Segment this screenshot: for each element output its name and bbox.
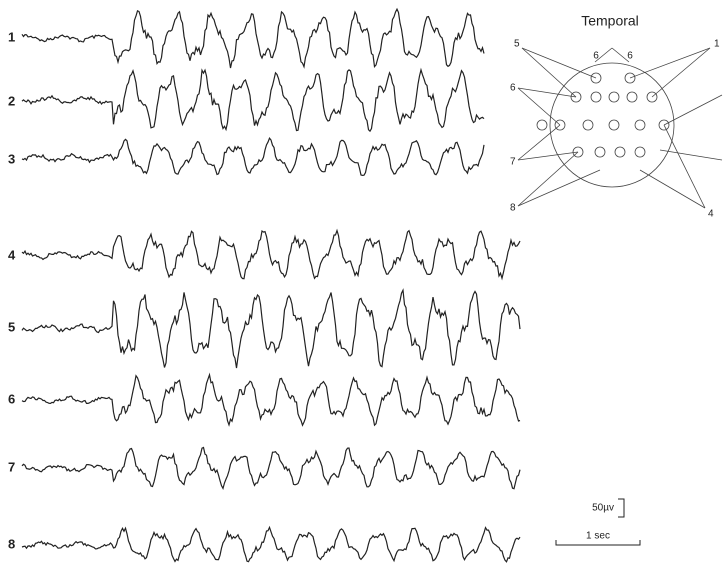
montage-label: 6 — [510, 83, 516, 94]
time-bar — [555, 540, 641, 546]
eeg-trace — [21, 137, 485, 177]
eeg-trace — [21, 446, 521, 490]
channel-label: 8 — [8, 536, 15, 551]
electrode — [536, 119, 548, 131]
lead-line — [517, 87, 561, 126]
electrode — [614, 146, 626, 158]
electrode — [594, 146, 606, 158]
lead-line — [521, 47, 597, 79]
electrode — [624, 72, 636, 84]
electrode — [608, 119, 620, 131]
electrode — [590, 91, 602, 103]
montage-diagram: Temporal 6 6 5 1 6 7 8 4 — [510, 13, 723, 220]
electrode — [554, 119, 566, 131]
eeg-trace — [21, 288, 521, 369]
lead-line — [663, 94, 723, 126]
montage-label: 4 — [708, 209, 714, 220]
eeg-trace — [21, 372, 521, 427]
electrodes — [536, 72, 670, 158]
electrode-label: 6 — [593, 51, 599, 62]
lead-line — [639, 169, 706, 209]
electrode — [634, 119, 646, 131]
eeg-trace — [21, 525, 521, 563]
electrode — [646, 91, 658, 103]
lead-line — [659, 149, 723, 161]
lead-line — [663, 124, 706, 209]
lead-line — [517, 169, 601, 207]
nose — [594, 47, 613, 63]
channel-label: 7 — [8, 459, 15, 474]
channel-label: 6 — [8, 391, 15, 406]
lead-line — [517, 124, 561, 161]
scale-bars: 50µv 1 sec — [555, 498, 641, 546]
electrode — [658, 119, 670, 131]
channel-label: 5 — [8, 319, 15, 334]
nose — [611, 47, 630, 63]
lead-line — [517, 151, 579, 161]
amplitude-bar — [618, 498, 625, 518]
head-outline — [549, 62, 675, 188]
electrode-label: 6 — [627, 51, 633, 62]
eeg-trace — [21, 67, 485, 133]
lead-line — [651, 47, 711, 98]
electrode — [570, 91, 582, 103]
electrode — [590, 72, 602, 84]
montage-label: 7 — [510, 157, 516, 168]
channel-label: 1 — [8, 29, 15, 44]
electrode — [582, 119, 594, 131]
channel-label: 3 — [8, 151, 15, 166]
eeg-trace — [21, 7, 485, 69]
electrode — [634, 146, 646, 158]
electrode — [608, 91, 620, 103]
electrode — [626, 91, 638, 103]
montage-label: 5 — [514, 39, 520, 50]
channel-label: 4 — [8, 247, 16, 262]
montage-label: 1 — [714, 39, 720, 50]
diagram-title: Temporal — [581, 13, 639, 29]
time-scale: 1 sec — [586, 531, 610, 542]
lead-line — [521, 47, 577, 98]
channel-label: 2 — [8, 93, 15, 108]
lead-line — [629, 47, 711, 79]
montage-label: 8 — [510, 203, 516, 214]
traces — [21, 7, 521, 563]
channel-labels: 1 2 3 4 5 6 7 8 — [8, 29, 16, 551]
eeg-trace — [21, 228, 521, 281]
electrode — [572, 146, 584, 158]
lead-line — [517, 87, 577, 98]
lead-line — [517, 151, 579, 207]
amplitude-scale: 50µv — [592, 503, 614, 514]
